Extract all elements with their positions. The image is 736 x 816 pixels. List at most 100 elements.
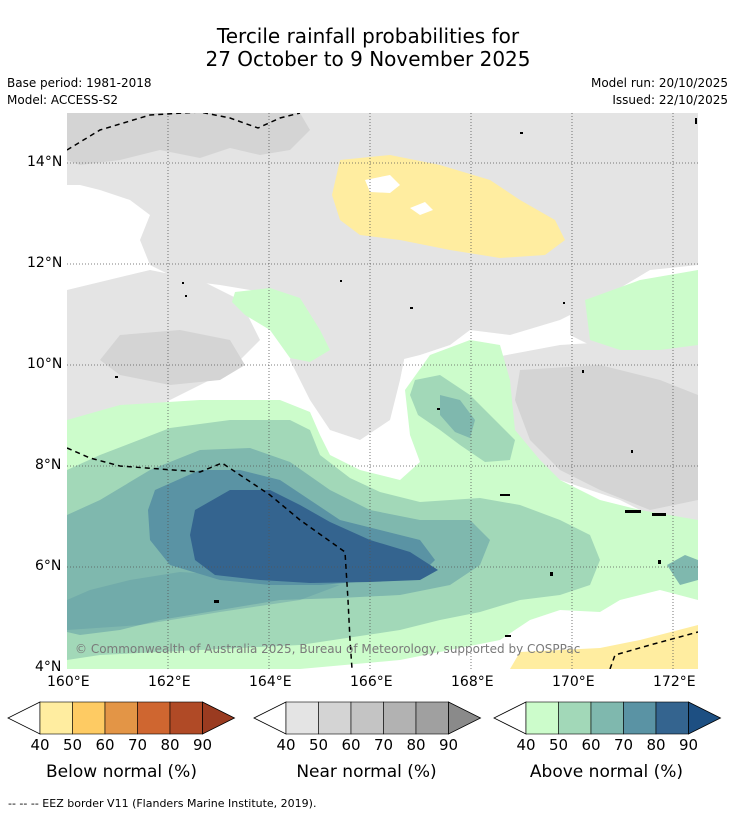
colorbar-near-min-arrow	[253, 701, 287, 735]
island	[582, 370, 584, 373]
colorbar-above-tick: 90	[678, 736, 699, 754]
lat-label-6n: 6°N	[35, 558, 62, 574]
island	[658, 560, 661, 564]
colorbar-above-tick: 80	[646, 736, 666, 754]
island	[500, 494, 510, 496]
island	[505, 635, 511, 637]
colorbar-above-tick: 40	[516, 736, 536, 754]
lon-label-164e: 164°E	[249, 674, 292, 690]
island	[115, 376, 118, 378]
colorbar-below-segment	[137, 701, 171, 735]
colorbar-below-segment	[169, 701, 203, 735]
colorbar-near-tick: 90	[438, 736, 459, 754]
lon-label-170e: 170°E	[552, 674, 595, 690]
colorbar-below-tick: 90	[192, 736, 213, 754]
below-normal-region-south	[510, 625, 698, 669]
title-line-2: 27 October to 9 November 2025	[205, 47, 531, 71]
above-normal-region-80	[190, 490, 438, 583]
colorbar-below-tick: 50	[62, 736, 83, 754]
islands	[115, 118, 697, 637]
colorbar-near-normal	[253, 701, 482, 735]
eez-border-southeast	[609, 631, 698, 669]
colorbar-near-tick: 80	[406, 736, 426, 754]
above-normal-patch-northeast	[585, 270, 698, 350]
lat-label-4n: 4°N	[35, 659, 62, 675]
colorbar-above-tick: 70	[613, 736, 634, 754]
legend-below-normal-label: Below normal (%)	[46, 762, 197, 782]
island	[631, 450, 633, 453]
island	[550, 572, 553, 576]
below-normal-hole-1	[365, 175, 400, 193]
island	[563, 302, 565, 304]
map-field: © Commonwealth of Australia 2025, Bureau…	[67, 113, 698, 669]
colorbar-below-normal	[7, 701, 236, 735]
colorbar-below-segment	[104, 701, 138, 735]
island	[214, 600, 219, 603]
island	[340, 280, 342, 282]
colorbar-above-segment	[558, 701, 592, 735]
island	[652, 513, 666, 516]
above-normal-region-70-south	[67, 572, 340, 630]
legend-above-normal-label: Above normal (%)	[529, 762, 684, 782]
lon-label-160e: 160°E	[47, 674, 90, 690]
colorbar-above-segment	[623, 701, 657, 735]
colorbar-above-segment	[525, 701, 559, 735]
lat-label-12n: 12°N	[27, 255, 63, 271]
colorbar-below-tick: 80	[160, 736, 180, 754]
above-normal-region-60-east	[667, 555, 698, 585]
colorbar-below-tick: 70	[127, 736, 148, 754]
colorbar-below-min-arrow	[7, 701, 41, 735]
colorbar-near-max-arrow	[448, 701, 482, 735]
colorbar-near-tick: 40	[276, 736, 296, 754]
colorbar-above-normal	[493, 701, 722, 735]
colorbar-below-segment	[39, 701, 73, 735]
colorbar-above-max-arrow	[688, 701, 722, 735]
colorbar-near-segment	[383, 701, 417, 735]
near-normal-region-northwest	[67, 113, 310, 165]
colorbar-near-tick: 50	[308, 736, 329, 754]
colorbar-below-max-arrow	[202, 701, 236, 735]
model-run: Model run: 20/10/2025	[590, 76, 728, 90]
title-line-1: Tercile rainfall probabilities for	[216, 24, 520, 48]
lat-label-10n: 10°N	[27, 356, 63, 372]
colorbars	[7, 701, 722, 735]
lat-label-14n: 14°N	[27, 154, 63, 170]
colorbar-near-segment	[285, 701, 319, 735]
colorbar-near-segment	[415, 701, 449, 735]
colorbar-above-segment	[590, 701, 624, 735]
colorbar-above-tick: 60	[581, 736, 601, 754]
lat-label-8n: 8°N	[35, 457, 62, 473]
copyright-watermark: © Commonwealth of Australia 2025, Bureau…	[75, 642, 580, 656]
near-normal-region-east-core	[515, 365, 698, 510]
lon-label-166e: 166°E	[350, 674, 393, 690]
island	[520, 132, 523, 134]
island	[410, 307, 413, 309]
eez-footnote: -- -- -- EEZ border V11 (Flanders Marine…	[8, 797, 317, 810]
above-normal-patch-north	[232, 288, 330, 362]
eez-border-central	[67, 447, 353, 669]
model-name: Model: ACCESS-S2	[7, 93, 119, 107]
island	[437, 408, 440, 410]
near-normal-region-centre	[290, 285, 410, 440]
colorbar-near-segment	[350, 701, 384, 735]
island	[625, 510, 641, 513]
colorbar-below-tick: 60	[95, 736, 115, 754]
lon-label-168e: 168°E	[451, 674, 494, 690]
map-canvas: © Commonwealth of Australia 2025, Bureau…	[67, 113, 698, 669]
colorbar-above-tick: 50	[548, 736, 569, 754]
colorbar-above-min-arrow	[493, 701, 527, 735]
graticule	[67, 113, 698, 669]
island	[185, 295, 187, 297]
island	[182, 282, 184, 284]
above-normal-region-60-north	[440, 395, 475, 438]
colorbar-above-segment	[655, 701, 689, 735]
issued-date: Issued: 22/10/2025	[612, 93, 728, 107]
below-normal-hole-2	[410, 202, 433, 215]
base-period: Base period: 1981-2018	[7, 76, 152, 90]
eez-borders	[67, 113, 698, 669]
eez-border-north	[67, 113, 301, 151]
colorbar-near-tick: 60	[341, 736, 361, 754]
lon-label-162e: 162°E	[148, 674, 191, 690]
colorbar-near-tick: 70	[373, 736, 394, 754]
colorbar-below-tick: 40	[30, 736, 50, 754]
